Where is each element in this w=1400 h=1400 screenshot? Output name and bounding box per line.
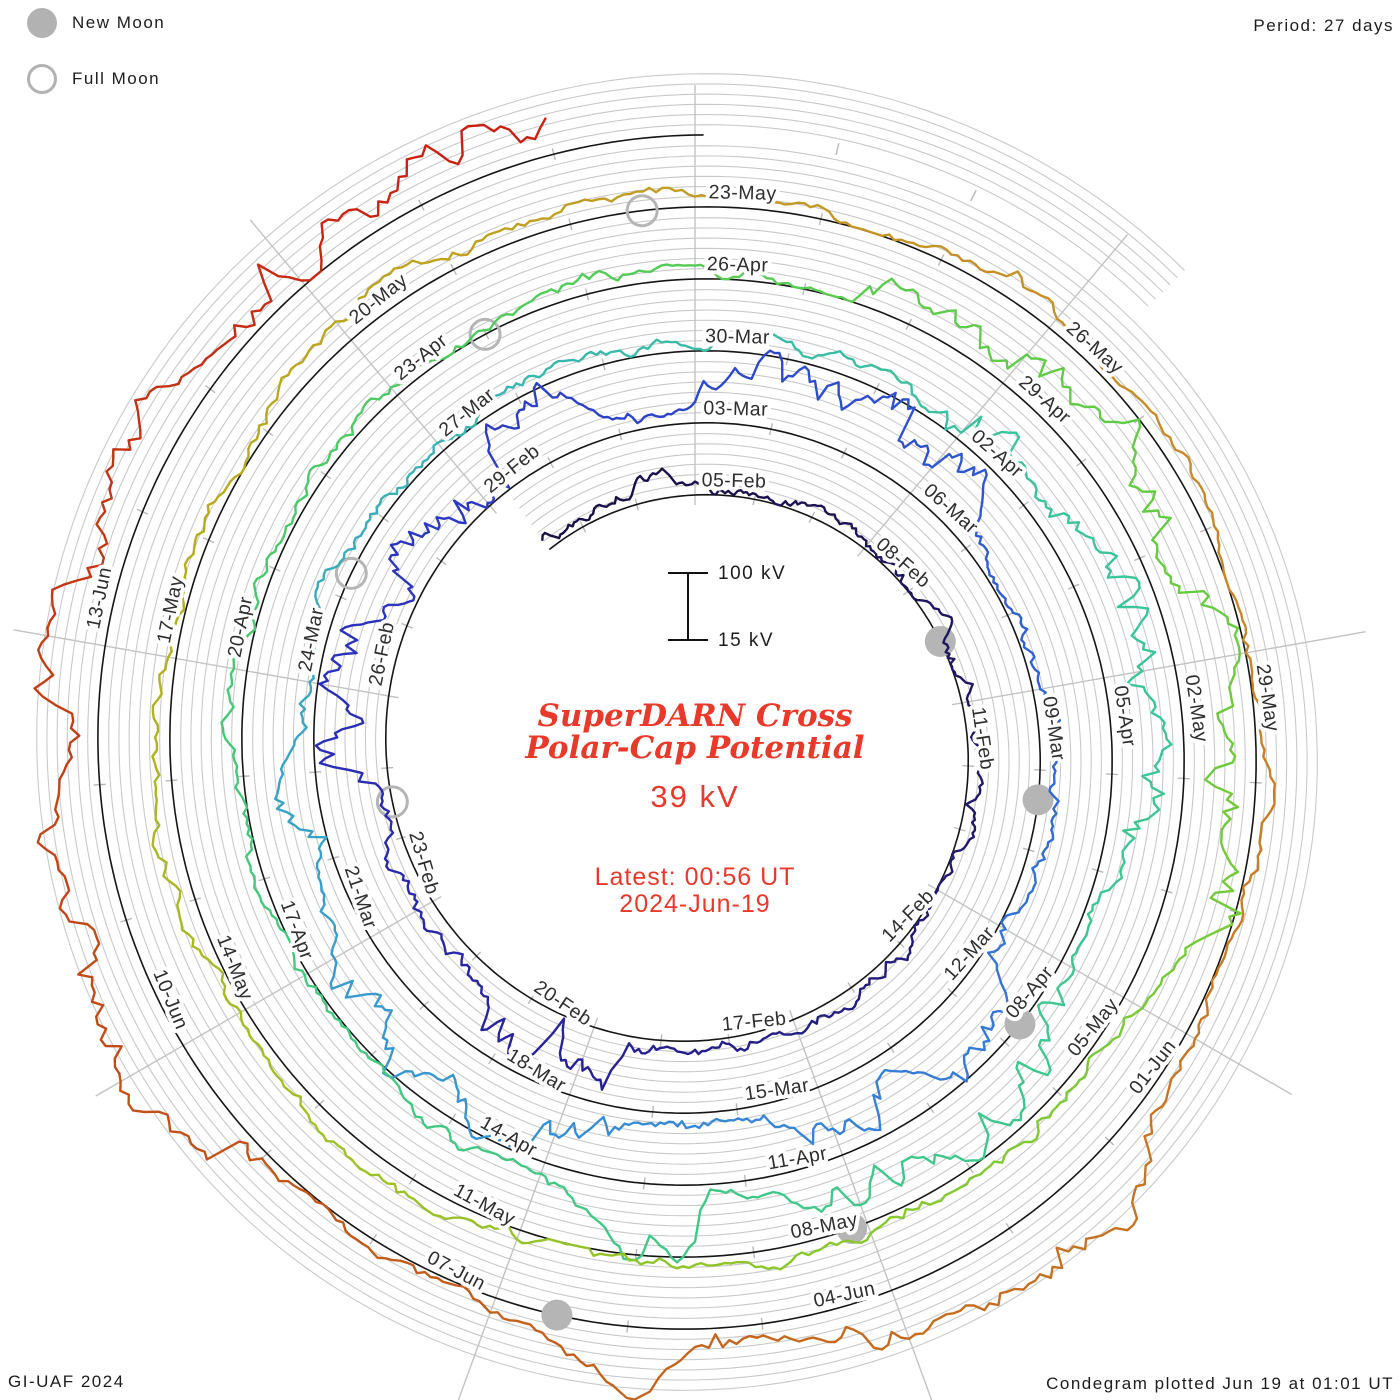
svg-text:01-Jun: 01-Jun (1125, 1036, 1181, 1099)
chart-title-line2: Polar-Cap Potential (525, 730, 865, 766)
period-label: Period: 27 days (1253, 16, 1394, 35)
svg-text:20-May: 20-May (345, 269, 412, 329)
legend-full-moon: Full Moon (27, 64, 160, 94)
svg-text:05-Apr: 05-Apr (1109, 684, 1140, 748)
svg-text:05-Feb: 05-Feb (701, 469, 766, 493)
full-moon-icon (27, 64, 57, 94)
scale-bar-icon (668, 572, 708, 641)
scale-max-label: 100 kV (718, 563, 787, 584)
current-value: 39 kV (650, 779, 740, 814)
svg-text:10-Jun: 10-Jun (148, 966, 192, 1032)
scale-min-label: 15 kV (718, 630, 775, 651)
chart-title: SuperDARN Cross Polar-Cap Potential (345, 700, 1045, 764)
latest-readout: Latest: 00:56 UT 2024-Jun-19 (345, 864, 1045, 918)
svg-text:20-Apr: 20-Apr (224, 595, 258, 660)
svg-text:24-Mar: 24-Mar (294, 606, 328, 674)
legend-full-moon-label: Full Moon (72, 69, 161, 88)
svg-text:23-May: 23-May (708, 181, 777, 205)
chart-title-line1: SuperDARN Cross (537, 698, 853, 734)
svg-text:30-Mar: 30-Mar (705, 325, 770, 349)
svg-text:02-May: 02-May (1180, 673, 1212, 744)
potential-trace (33, 117, 1276, 1400)
svg-text:07-Jun: 07-Jun (424, 1247, 490, 1296)
legend-new-moon: New Moon (27, 8, 165, 38)
plotted-label: Condegram plotted Jun 19 at 01:01 UT (1046, 1374, 1394, 1393)
legend-new-moon-label: New Moon (72, 13, 166, 32)
baseline-spiral (97, 134, 1257, 1330)
svg-text:03-Mar: 03-Mar (703, 397, 768, 421)
svg-text:26-Feb: 26-Feb (365, 620, 399, 688)
svg-text:17-Feb: 17-Feb (721, 1007, 788, 1035)
angle-spokes (13, 85, 1366, 1400)
new-moon-icon (27, 8, 57, 38)
svg-text:13-Jun: 13-Jun (82, 565, 116, 631)
svg-text:26-Apr: 26-Apr (707, 253, 769, 276)
svg-text:15-Mar: 15-Mar (743, 1074, 810, 1105)
svg-text:27-Mar: 27-Mar (435, 384, 499, 442)
latest-date: 2024-Jun-19 (619, 890, 771, 918)
credit-label: GI-UAF 2024 (8, 1372, 125, 1391)
latest-time: Latest: 00:56 UT (594, 863, 796, 891)
